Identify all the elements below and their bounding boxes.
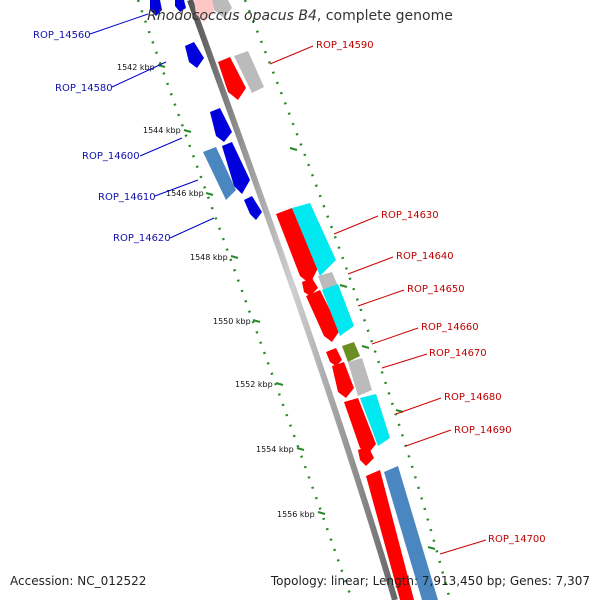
gene-rop-14550-pink[interactable] (194, 0, 214, 22)
scale-track-left (136, 0, 354, 600)
scale-labels: 1542 kbp 1544 kbp 1546 kbp 1548 kbp 1550… (117, 63, 315, 519)
gene-label-rop-14580[interactable]: ROP_14580 (55, 83, 113, 94)
scale-label: 1550 kbp (213, 317, 251, 326)
gene-rop-14700-blue[interactable] (384, 466, 438, 600)
scale-label: 1544 kbp (143, 126, 181, 135)
gene-rop-14630-cyan[interactable] (292, 203, 336, 276)
gene-rop-14700[interactable] (366, 470, 414, 600)
gene-label-rop-14620[interactable]: ROP_14620 (113, 233, 171, 244)
right-labels (269, 45, 487, 555)
right-strand-genes (194, 0, 438, 600)
organism-name-overlay: Rhodococcus opacus B4 (147, 8, 317, 24)
gene-label-rop-14600[interactable]: ROP_14600 (82, 151, 140, 162)
gene-rop-14670-red[interactable] (332, 362, 354, 398)
gene-label-rop-14650[interactable]: ROP_14650 (407, 284, 465, 295)
gene-rop-14590[interactable] (218, 57, 246, 100)
gene-rop-14560[interactable] (150, 0, 162, 16)
gene-label-rop-14610[interactable]: ROP_14610 (98, 192, 156, 203)
gene-rop-14690[interactable] (360, 394, 390, 446)
gene-rop-14620[interactable] (244, 196, 262, 220)
gene-rop-14610[interactable] (203, 147, 236, 200)
scale-label: 1548 kbp (190, 253, 228, 262)
gene-label-rop-14660[interactable]: ROP_14660 (421, 322, 479, 333)
gene-rop-14650[interactable] (306, 290, 340, 342)
gene-rop-14660[interactable] (326, 348, 342, 366)
gene-rop-14640-red[interactable] (302, 278, 318, 296)
map-title-overlay: Rhodococcus opacus B4, complete genome (0, 8, 600, 24)
gene-rop-14590-grey[interactable] (234, 51, 264, 93)
gene-rop-14630[interactable] (276, 208, 318, 284)
gene-rop-14600[interactable] (210, 108, 232, 142)
gene-rop-14690-red[interactable] (358, 446, 374, 466)
left-labels (89, 13, 215, 239)
genome-summary-text: Topology: linear; Length: 7,913,450 bp; … (270, 574, 590, 588)
scale-label: 1542 kbp (117, 63, 155, 72)
scale-label: 1554 kbp (256, 445, 294, 454)
gene-rop-14570[interactable] (175, 0, 186, 12)
gene-rop-14580[interactable] (185, 42, 204, 68)
gene-label-rop-14670[interactable]: ROP_14670 (429, 348, 487, 359)
scale-track-right (243, 0, 452, 600)
left-strand-genes (150, 0, 262, 220)
gene-rop-14670-grey[interactable] (348, 358, 372, 396)
title-suffix-overlay: , complete genome (316, 8, 453, 24)
gene-rop-14650-cyan[interactable] (322, 284, 354, 336)
scale-label: 1556 kbp (277, 510, 315, 519)
gene-rop-14600b[interactable] (222, 142, 250, 194)
gene-rop-14670[interactable] (342, 342, 360, 362)
accession-text: Accession: NC_012522 (10, 574, 147, 588)
scale-ticks (157, 64, 436, 550)
gene-label-rop-14690[interactable]: ROP_14690 (454, 425, 512, 436)
gene-rop-14680[interactable] (344, 398, 376, 454)
scale-label: 1546 kbp (166, 189, 204, 198)
gene-label-rop-14560[interactable]: ROP_14560 (33, 30, 91, 41)
gene-label-rop-14590[interactable]: ROP_14590 (316, 40, 374, 51)
gene-rop-14555[interactable] (212, 0, 232, 18)
scale-label: 1552 kbp (235, 380, 273, 389)
gene-label-rop-14700[interactable]: ROP_14700 (488, 534, 546, 545)
gene-label-rop-14640[interactable]: ROP_14640 (396, 251, 454, 262)
genome-backbone (187, 0, 398, 600)
gene-label-rop-14630[interactable]: ROP_14630 (381, 210, 439, 221)
gene-label-rop-14680[interactable]: ROP_14680 (444, 392, 502, 403)
